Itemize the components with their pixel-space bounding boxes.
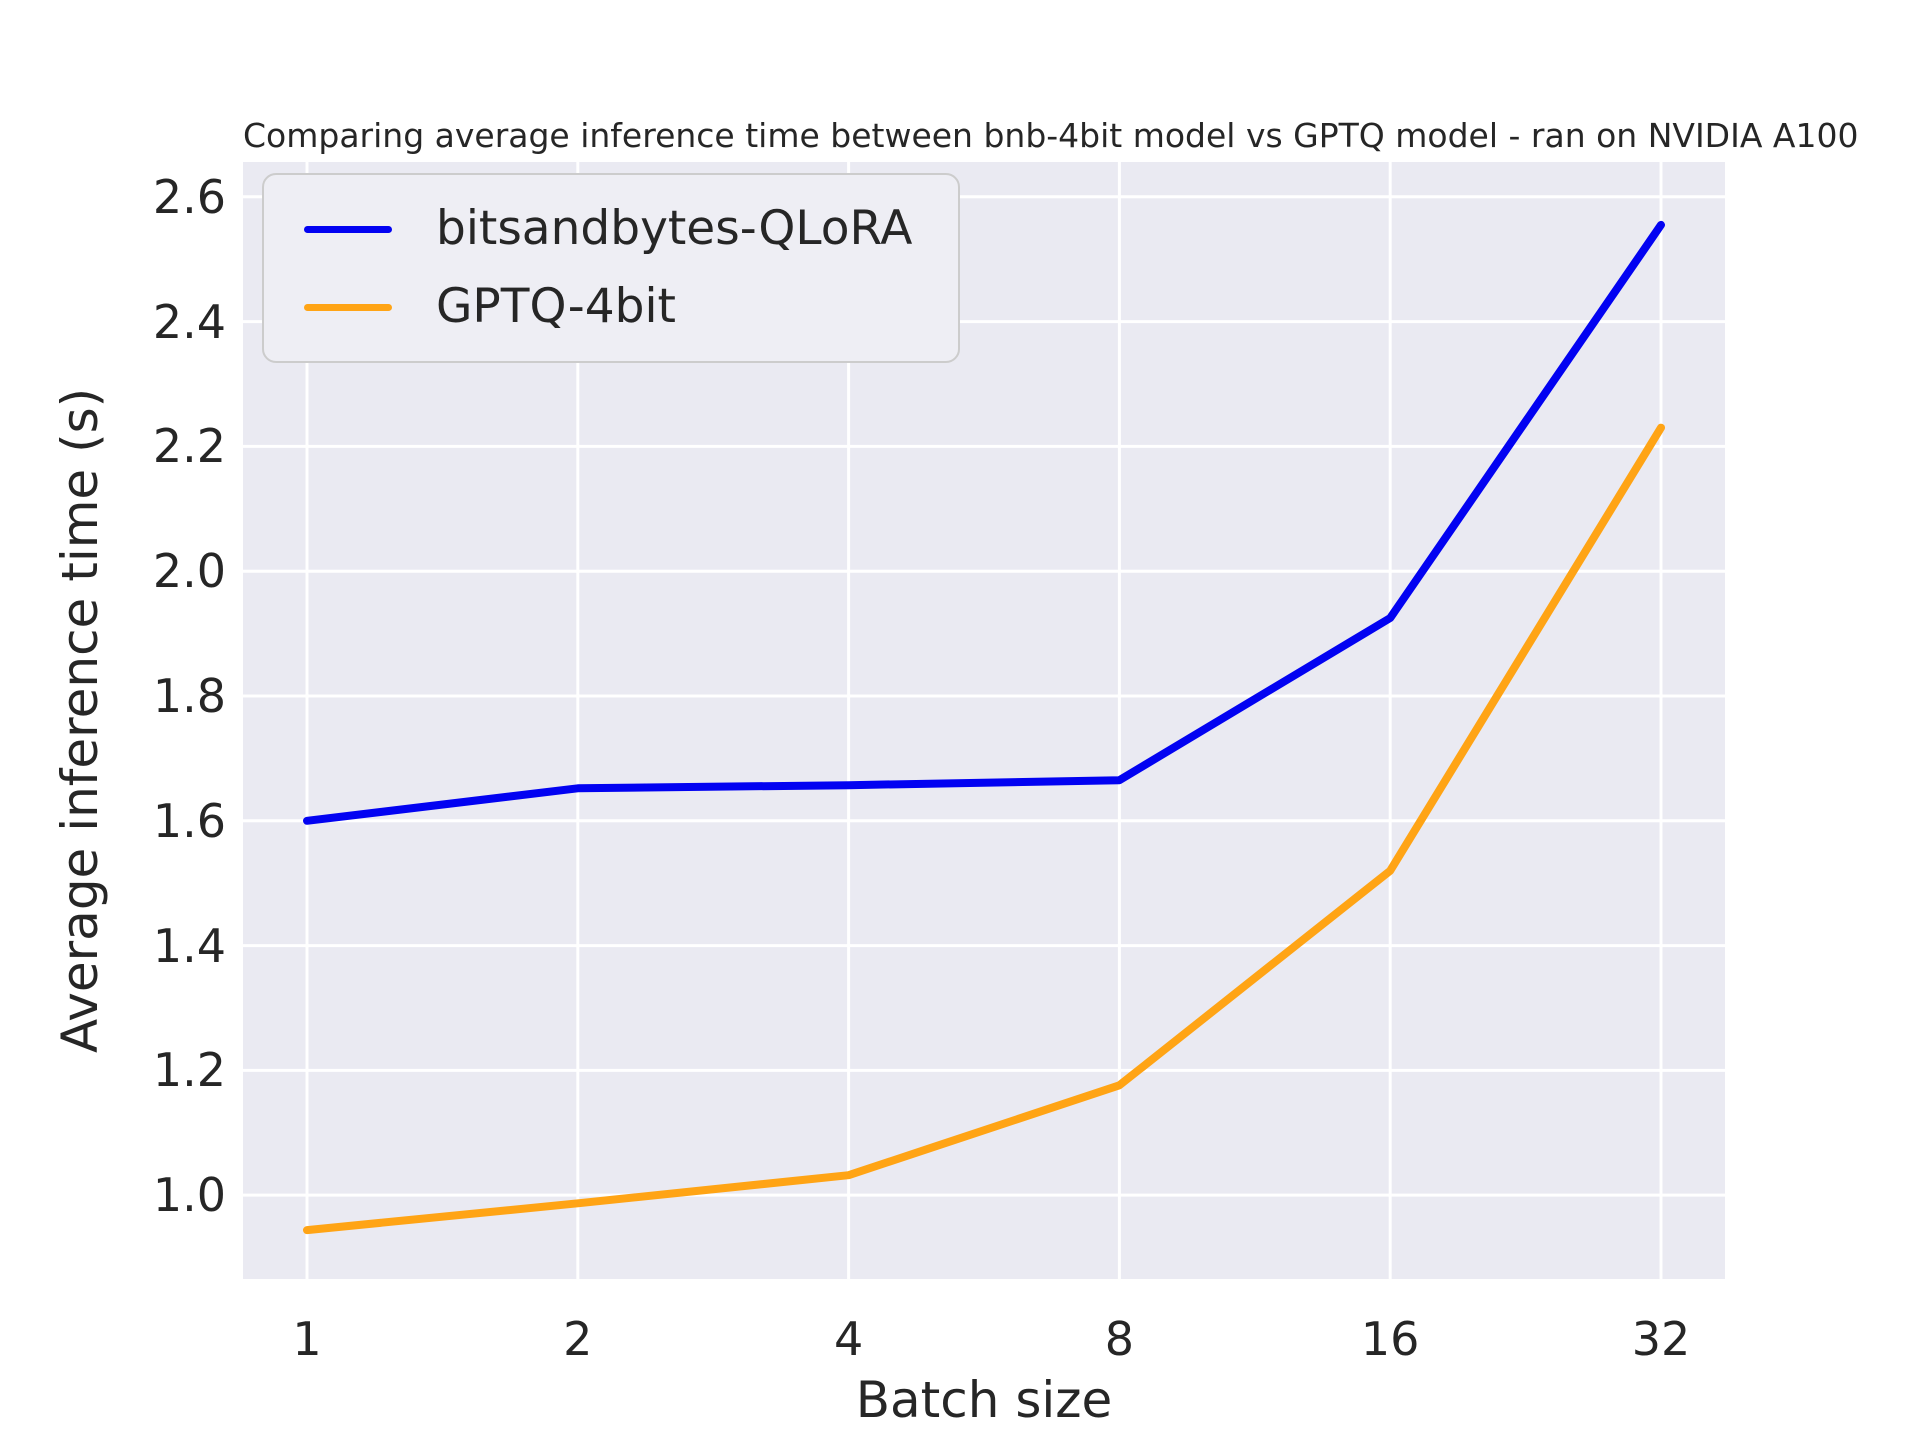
y-tick-label: 2.4 bbox=[152, 294, 226, 349]
x-tick-label: 2 bbox=[563, 1312, 593, 1366]
legend-swatch-orange-line bbox=[304, 303, 392, 311]
legend-label-bitsandbytes-qlora: bitsandbytes-QLoRA bbox=[436, 201, 913, 256]
y-tick-label: 2.6 bbox=[152, 169, 226, 224]
y-tick-label: 1.4 bbox=[152, 918, 226, 973]
y-tick-label: 1.8 bbox=[152, 668, 226, 723]
plot-area: bitsandbytes-QLoRA GPTQ-4bit bbox=[243, 162, 1725, 1279]
legend-row-gptq-4bit: GPTQ-4bit bbox=[304, 277, 912, 337]
legend-row-bitsandbytes-qlora: bitsandbytes-QLoRA bbox=[304, 199, 912, 259]
y-tick-label: 1.6 bbox=[152, 793, 226, 848]
series-line-gptq-4bit bbox=[303, 423, 1665, 1235]
x-tick-label: 32 bbox=[1631, 1312, 1691, 1366]
x-tick-label: 16 bbox=[1360, 1312, 1420, 1366]
y-tick-label: 2.0 bbox=[152, 544, 226, 599]
y-tick-label: 1.0 bbox=[152, 1168, 226, 1223]
x-axis-label: Batch size bbox=[855, 1371, 1113, 1429]
legend: bitsandbytes-QLoRA GPTQ-4bit bbox=[262, 173, 961, 363]
legend-swatch-blue-line bbox=[304, 225, 392, 233]
series-line-bitsandbytes-qlora bbox=[303, 220, 1665, 825]
x-tick-label: 4 bbox=[833, 1312, 864, 1366]
x-tick-label: 8 bbox=[1104, 1312, 1135, 1366]
chart-title: Comparing average inference time between… bbox=[243, 116, 1859, 155]
legend-label-gptq-4bit: GPTQ-4bit bbox=[436, 279, 676, 334]
y-tick-label: 2.2 bbox=[152, 419, 226, 474]
y-tick-label: 1.2 bbox=[152, 1043, 226, 1098]
x-tick-label: 1 bbox=[292, 1312, 322, 1366]
